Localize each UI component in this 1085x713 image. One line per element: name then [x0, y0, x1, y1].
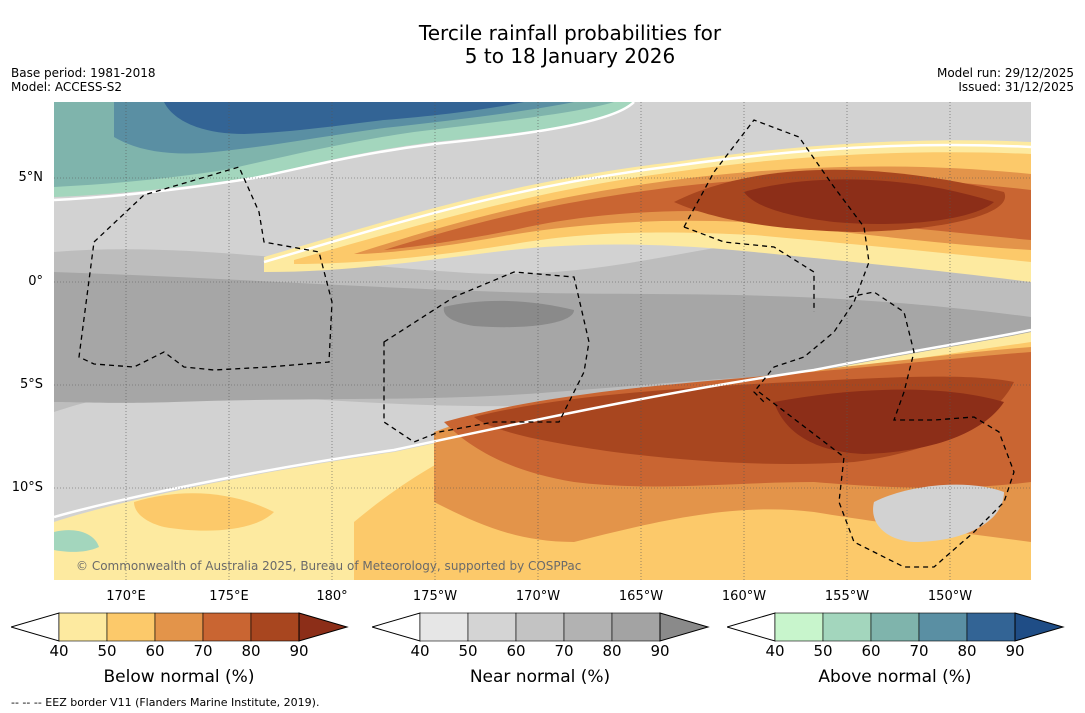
lon-label: 155°W [824, 589, 870, 604]
lon-label: 180° [316, 589, 348, 604]
model-run: Model run: 29/12/2025 [936, 66, 1074, 80]
eez-border-2 [383, 271, 590, 443]
eez-borders [78, 119, 1015, 568]
colorbar-segment [250, 612, 300, 642]
map-title: Tercile rainfall probabilities for 5 to … [0, 22, 1085, 68]
colorbar-high-arrow [298, 612, 349, 642]
colorbar-title: Below normal (%) [103, 667, 255, 687]
colorbar-title: Above normal (%) [818, 667, 972, 687]
probability-map: © Commonwealth of Australia 2025, Bureau… [54, 102, 1031, 580]
colorbar-segment [515, 612, 565, 642]
colorbar-segment [154, 612, 204, 642]
threshold-contour-1 [263, 143, 1031, 264]
eez-border-5 [683, 226, 815, 312]
near-normal-darkest-patch [443, 300, 574, 328]
title-line-1: Tercile rainfall probabilities for [418, 21, 722, 45]
colorbar-tick: 70 [193, 642, 213, 660]
eez-border-3 [683, 119, 870, 403]
colorbar-segment [870, 612, 920, 642]
model-name: Model: ACCESS-S2 [11, 80, 123, 94]
colorbar-segment [419, 612, 469, 642]
colorbar-segment [822, 612, 872, 642]
near-normal-dark-band [54, 272, 1031, 403]
eez-border-1 [78, 166, 333, 371]
lon-label: 175°W [412, 589, 458, 604]
colorbar-tick: 60 [506, 642, 526, 660]
colorbar-tick: 80 [241, 642, 261, 660]
metadata-left: Base period: 1981-2018 Model: ACCESS-S2 [11, 66, 156, 94]
colorbar-tick: 60 [861, 642, 881, 660]
colorbar-tick: 50 [458, 642, 478, 660]
colorbar-swatches [725, 612, 1065, 642]
colorbar-tick: 70 [554, 642, 574, 660]
colorbar-1: 40 50 60 70 80 90 Below normal (%) [9, 612, 351, 692]
colorbar-segment [202, 612, 252, 642]
colorbar-tick: 40 [49, 642, 69, 660]
lon-label: 170°W [515, 589, 561, 604]
above-normal-southwest-patch [54, 530, 99, 552]
below-normal-south-6 [774, 389, 1004, 454]
threshold-contour-2 [54, 102, 635, 202]
colorbar-2: 40 50 60 70 80 90 Near normal (%) [370, 612, 712, 692]
colorbar-tick: 50 [97, 642, 117, 660]
below-normal-north-6 [744, 179, 994, 224]
lon-label: 170°E [106, 589, 146, 604]
below-normal-southwest-patch [134, 493, 274, 531]
title-line-2: 5 to 18 January 2026 [464, 44, 676, 68]
colorbar-tick: 90 [289, 642, 309, 660]
colorbar-tick: 60 [145, 642, 165, 660]
map-fill-layer [54, 102, 1031, 580]
colorbar-segment [611, 612, 661, 642]
lon-label: 165°W [618, 589, 664, 604]
colorbar-tick: 90 [650, 642, 670, 660]
colorbar-segment [563, 612, 613, 642]
colorbar-title: Near normal (%) [469, 667, 611, 687]
colorbar-segment [918, 612, 968, 642]
colorbar-3: 40 50 60 70 80 90 Above normal (%) [725, 612, 1067, 692]
colorbar-swatches [370, 612, 710, 642]
colorbar-high-arrow [659, 612, 710, 642]
lat-label: 5°S [19, 377, 43, 392]
colorbar-segment [774, 612, 824, 642]
copyright-text: © Commonwealth of Australia 2025, Bureau… [76, 559, 581, 573]
colorbar-low-arrow [725, 612, 776, 642]
issued-date: Issued: 31/12/2025 [958, 80, 1074, 94]
eez-footnote: -- -- -- EEZ border V11 (Flanders Marine… [11, 696, 320, 709]
lon-label: 150°W [927, 589, 973, 604]
base-period: Base period: 1981-2018 [11, 66, 156, 80]
colorbar-low-arrow [9, 612, 60, 642]
metadata-right: Model run: 29/12/2025 Issued: 31/12/2025 [937, 66, 1074, 94]
colorbar-tick: 70 [909, 642, 929, 660]
near-normal-southeast-patch [873, 484, 1004, 542]
colorbar-swatches [9, 612, 349, 642]
threshold-contour-3 [54, 328, 1031, 519]
colorbar-segment [58, 612, 108, 642]
lat-label: 0° [28, 274, 43, 289]
colorbar-segment [467, 612, 517, 642]
lat-label: 5°N [18, 170, 44, 185]
colorbar-segment [106, 612, 156, 642]
colorbar-tick: 40 [410, 642, 430, 660]
colorbar-tick: 80 [957, 642, 977, 660]
colorbar-tick: 40 [765, 642, 785, 660]
above-normal-4 [164, 102, 524, 134]
lon-label: 160°W [721, 589, 767, 604]
colorbar-tick: 90 [1005, 642, 1025, 660]
lat-label: 10°S [11, 480, 43, 495]
lon-label: 175°E [209, 589, 249, 604]
colorbar-segment [966, 612, 1016, 642]
map-gridlines [54, 102, 1031, 580]
colorbar-tick: 50 [813, 642, 833, 660]
colorbar-low-arrow [370, 612, 421, 642]
colorbar-tick: 80 [602, 642, 622, 660]
colorbar-high-arrow [1014, 612, 1065, 642]
